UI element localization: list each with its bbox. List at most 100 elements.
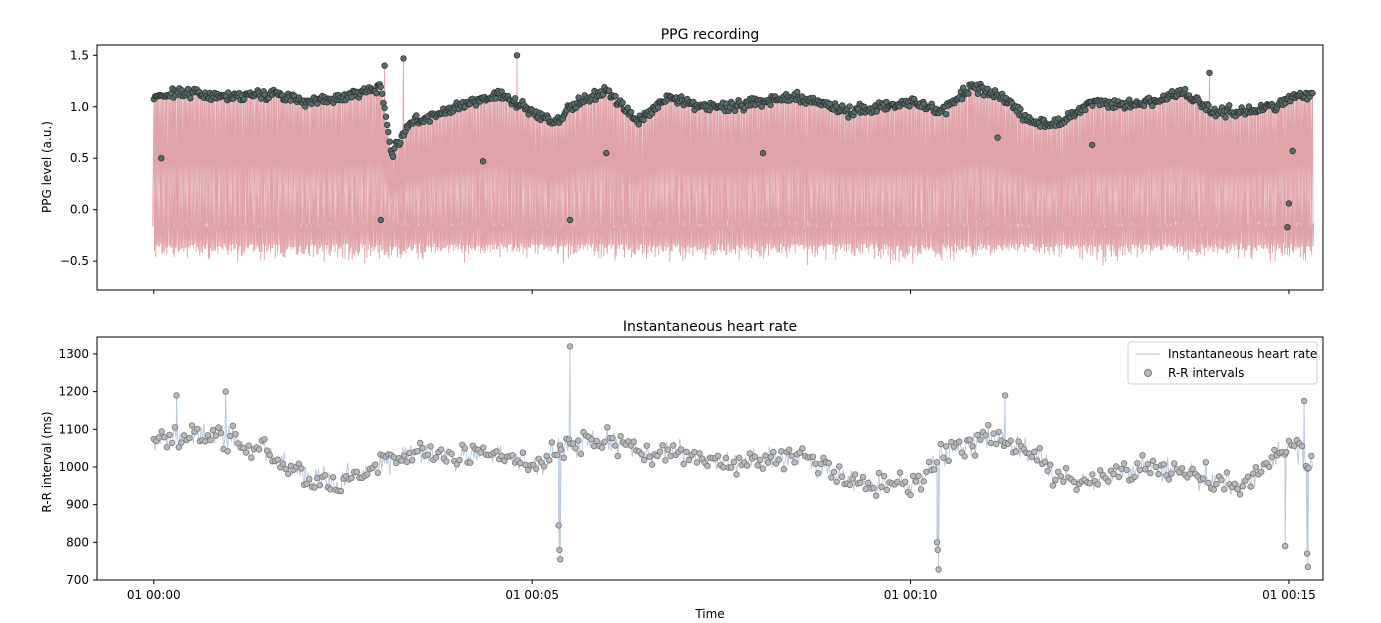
rr-interval-point xyxy=(285,470,292,478)
hr-ytick-label: 1200 xyxy=(58,385,89,399)
rr-interval-point xyxy=(873,492,880,499)
hr-y-ticks: 700 800 900 1000 1100 1200 1300 xyxy=(58,347,97,587)
rr-interval-point xyxy=(638,451,645,458)
rr-interval-point xyxy=(1213,480,1220,488)
rr-interval-point xyxy=(662,457,669,464)
rr-interval-point xyxy=(743,462,751,469)
rr-interval-point xyxy=(212,432,219,439)
ppg-peak-point xyxy=(731,107,739,114)
rr-interval-point xyxy=(353,468,360,475)
ppg-peak-point xyxy=(873,108,880,115)
rr-interval-point xyxy=(1268,454,1275,461)
rr-interval-point xyxy=(733,471,740,478)
legend-entry-heart-rate: Instantaneous heart rate xyxy=(1168,347,1317,361)
rr-interval-point xyxy=(443,458,450,465)
rr-interval-point xyxy=(314,474,321,482)
ppg-peak-point xyxy=(603,149,610,157)
rr-interval-point xyxy=(166,431,173,438)
rr-interval-point xyxy=(966,436,973,443)
rr-interval-point xyxy=(1234,486,1241,493)
rr-interval-point xyxy=(969,443,976,450)
rr-interval-point xyxy=(730,458,737,466)
hr-xtick-label: 01 00:00 xyxy=(127,588,181,602)
rr-interval-point xyxy=(1210,486,1217,493)
rr-interval-point xyxy=(403,458,411,465)
rr-interval-point xyxy=(540,463,548,470)
ppg-peak-point xyxy=(413,112,420,119)
rr-interval-point xyxy=(775,456,782,463)
hr-xtick-label: 01 00:15 xyxy=(1262,588,1316,602)
rr-interval-point xyxy=(1057,473,1064,480)
rr-interval-point xyxy=(691,449,698,456)
legend: Instantaneous heart rate R-R intervals xyxy=(1127,341,1318,385)
rr-interval-point xyxy=(912,478,919,485)
rr-interval-point xyxy=(1110,470,1117,478)
rr-interval-point xyxy=(894,478,901,486)
rr-interval-point xyxy=(1305,464,1312,472)
rr-interval-point xyxy=(1144,461,1151,468)
rr-interval-point xyxy=(659,442,666,449)
rr-interval-point xyxy=(1155,470,1162,478)
rr-interval-point xyxy=(245,442,252,449)
rr-interval-point xyxy=(1001,392,1009,399)
rr-interval-point xyxy=(348,474,355,482)
rr-interval-point xyxy=(1007,437,1014,444)
ppg-signal-layer xyxy=(152,55,1315,266)
rr-interval-point xyxy=(316,482,324,489)
ppg-peak-point xyxy=(654,104,662,111)
rr-interval-point xyxy=(601,438,608,446)
rr-interval-point xyxy=(799,445,806,452)
ppg-peak-point xyxy=(906,103,913,110)
rr-interval-point xyxy=(1049,482,1057,489)
rr-interval-point xyxy=(907,491,914,499)
ppg-peaks-layer xyxy=(150,52,1316,231)
rr-interval-point xyxy=(1298,442,1306,450)
rr-interval-point xyxy=(1247,483,1254,490)
rr-interval-point xyxy=(295,460,302,467)
rr-interval-point xyxy=(838,473,846,480)
rr-interval-point xyxy=(456,456,463,464)
rr-interval-point xyxy=(995,428,1002,436)
rr-interval-point xyxy=(1134,460,1141,467)
hr-xtick-label: 01 00:10 xyxy=(884,588,938,602)
rr-interval-point xyxy=(1170,460,1178,467)
ppg-peak-point xyxy=(612,92,619,100)
rr-interval-point xyxy=(171,424,179,431)
rr-interval-point xyxy=(522,461,529,469)
rr-interval-point xyxy=(1152,463,1159,471)
ppg-peak-point xyxy=(1017,105,1024,113)
rr-interval-point xyxy=(209,426,217,434)
rr-interval-point xyxy=(204,432,211,439)
rr-interval-point xyxy=(836,463,843,470)
rr-interval-point xyxy=(720,464,727,471)
rr-interval-point xyxy=(274,456,281,463)
rr-interval-point xyxy=(1168,470,1175,477)
legend-marker-swatch xyxy=(1144,369,1152,377)
rr-interval-point xyxy=(560,454,567,461)
rr-interval-point xyxy=(940,454,947,461)
rr-interval-point xyxy=(186,434,193,442)
ppg-peak-point xyxy=(1205,102,1212,109)
rr-interval-point xyxy=(364,471,371,478)
rr-interval-point xyxy=(1062,465,1070,472)
ppg-peak-point xyxy=(1140,102,1148,109)
rr-interval-point xyxy=(788,452,795,460)
ppg-x-ticks xyxy=(153,290,1290,294)
rr-interval-point xyxy=(751,453,759,460)
rr-interval-point xyxy=(870,484,877,492)
rr-interval-point xyxy=(593,437,600,445)
rr-interval-point xyxy=(1244,473,1252,480)
rr-interval-point xyxy=(598,444,606,451)
ppg-peak-point xyxy=(385,128,392,136)
hr-points-layer xyxy=(150,343,1315,573)
rr-interval-point xyxy=(786,446,793,453)
ppg-peak-point xyxy=(759,149,767,157)
rr-interval-point xyxy=(266,451,273,459)
rr-interval-point xyxy=(306,476,313,483)
hr-ylabel: R-R interval (ms) xyxy=(40,411,54,512)
rr-interval-point xyxy=(557,556,564,563)
rr-interval-point xyxy=(1147,469,1154,477)
ppg-y-ticks: −0.5 0.0 0.5 1.0 1.5 xyxy=(60,48,97,268)
ppg-ytick-label: 0.5 xyxy=(70,151,89,165)
